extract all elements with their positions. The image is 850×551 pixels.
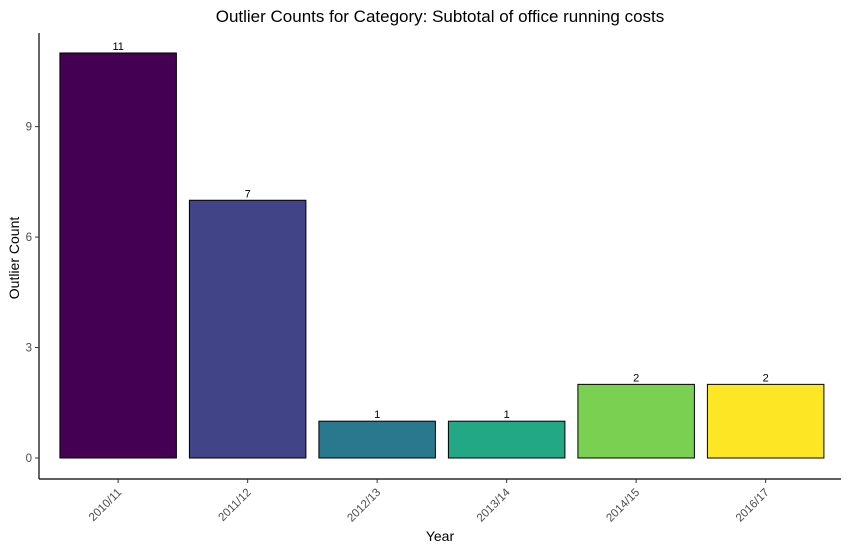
bar-2014-15	[577, 383, 695, 459]
x-tick-label-2016-17: 2016/17	[734, 487, 772, 525]
x-ticks-group: 2010/11 2011/12 2012/13 2013/14 2014/15 2016/…	[87, 479, 772, 525]
axes-group	[38, 33, 841, 480]
data-label-2010-11: 11	[112, 41, 123, 53]
chart-title: Outlier Counts for Category: Subtotal of…	[216, 7, 665, 26]
data-label-2016-17: 2	[763, 372, 769, 384]
x-tick-label-2010-11: 2010/11	[87, 487, 124, 524]
x-tick-label-2012-13: 2012/13	[345, 487, 383, 525]
x-axis-title: Year	[426, 528, 455, 544]
data-label-2013-14: 1	[504, 409, 510, 421]
x-tick-label-2011-12: 2011/12	[216, 487, 253, 524]
y-tick-label-0: 0	[26, 453, 32, 465]
y-tick-label-3: 3	[26, 343, 32, 355]
bar-2016-17	[706, 383, 825, 459]
y-tick-label-9: 9	[26, 122, 32, 134]
bar-2010-11	[59, 52, 177, 459]
y-ticks-group: 0 3 6 9	[26, 122, 39, 465]
x-tick-label-2014-15: 2014/15	[604, 487, 642, 525]
bar-2012-13	[318, 420, 436, 459]
y-axis-title: Outlier Count	[6, 217, 22, 300]
x-tick-label-2013-14: 2013/14	[475, 486, 513, 524]
data-label-2011-12: 7	[245, 188, 251, 200]
y-tick-label-6: 6	[26, 232, 32, 244]
bar-2011-12	[188, 199, 307, 459]
bar-2013-14	[447, 420, 566, 459]
data-label-2012-13: 1	[374, 409, 380, 421]
data-label-2014-15: 2	[633, 372, 639, 384]
